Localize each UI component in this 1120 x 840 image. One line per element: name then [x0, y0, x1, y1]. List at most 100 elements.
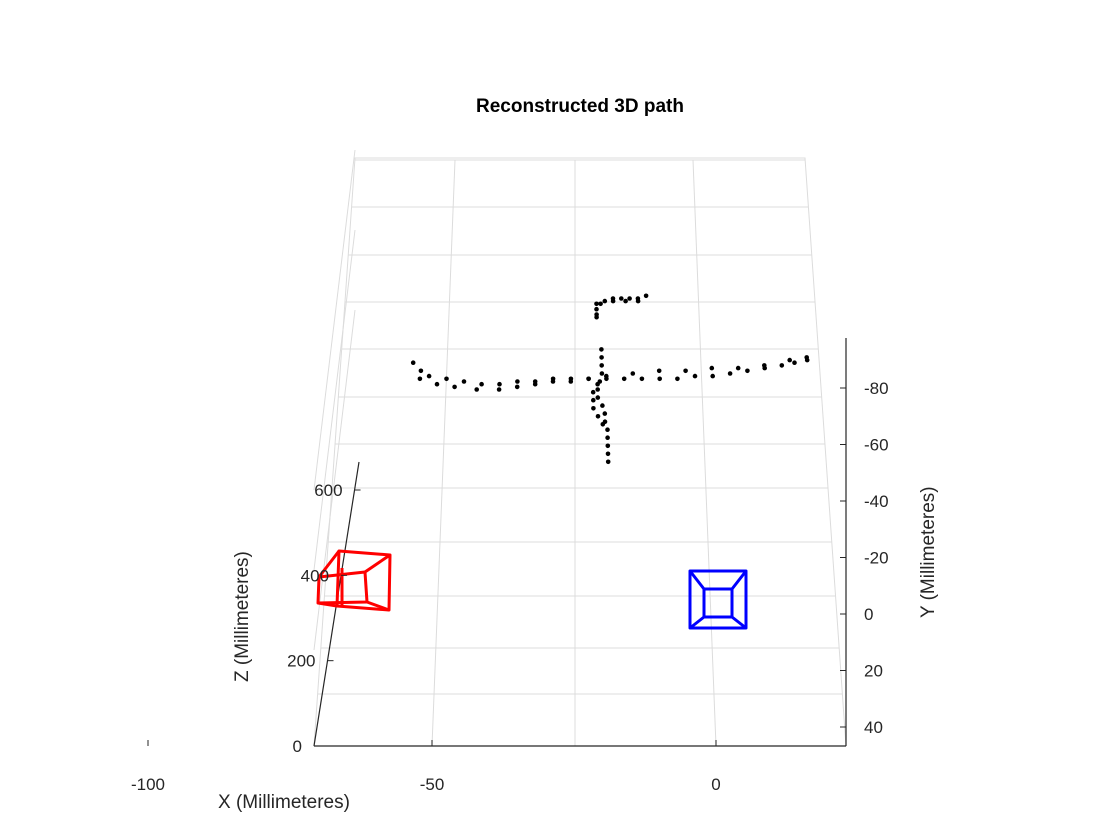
path-point — [787, 357, 792, 363]
z-tick-label: 400 — [301, 566, 329, 585]
y-tick-label: -20 — [864, 549, 889, 568]
path-point — [452, 384, 457, 390]
x-axis-label: X (Millimeteres) — [218, 792, 350, 813]
camera-edge — [731, 615, 747, 630]
path-point — [461, 379, 467, 384]
camera-red — [316, 549, 392, 612]
points-layer — [410, 293, 810, 465]
path-point — [735, 365, 741, 371]
path-point — [474, 387, 480, 392]
path-point — [595, 381, 600, 387]
path-point — [600, 422, 606, 427]
path-point — [594, 306, 599, 312]
path-point — [599, 347, 604, 352]
path-point — [590, 389, 596, 395]
path-point — [605, 427, 610, 433]
path-point — [639, 376, 645, 382]
path-point — [591, 397, 596, 403]
path-point — [444, 376, 449, 382]
path-point — [568, 379, 574, 384]
path-point — [621, 376, 627, 382]
z-tick-label: 0 — [293, 737, 302, 756]
path-point — [599, 371, 605, 376]
path-point — [514, 384, 520, 390]
grid-z-line — [313, 229, 356, 571]
path-point — [604, 373, 609, 379]
path-point — [792, 360, 797, 366]
grid-floor-outline — [313, 157, 847, 747]
path-point — [591, 406, 596, 411]
path-point — [605, 459, 611, 465]
grid-z-line — [313, 149, 356, 491]
grid-layer — [313, 149, 847, 747]
path-point — [643, 293, 649, 299]
path-point — [497, 381, 502, 387]
y-tick-label: 20 — [864, 662, 883, 681]
y-tick-label: -40 — [864, 492, 889, 511]
y-tick-label: -60 — [864, 436, 889, 455]
camera-edge — [317, 601, 338, 608]
path-point — [599, 355, 604, 360]
path-point — [656, 368, 662, 374]
camera-edge — [364, 553, 391, 574]
path-point — [434, 381, 440, 387]
path-point — [417, 376, 423, 382]
path-point — [692, 373, 698, 379]
x-tick-label: -100 — [131, 775, 165, 794]
z-tick-label: 200 — [287, 652, 315, 671]
y-axis-label: Y (Millimeteres) — [918, 486, 939, 618]
path-point — [675, 376, 680, 382]
cameras-layer — [316, 549, 748, 630]
camera-edge — [317, 550, 341, 578]
grid-z-line — [313, 309, 356, 651]
camera-inner-frame — [702, 587, 734, 619]
chart-title: Reconstructed 3D path — [476, 96, 684, 117]
path-point — [762, 363, 767, 368]
path-point — [710, 373, 715, 379]
path-point — [610, 298, 616, 304]
path-point — [804, 355, 809, 360]
path-point — [496, 387, 502, 392]
path-point — [605, 451, 611, 457]
path-point — [605, 443, 611, 449]
path-point — [594, 301, 599, 307]
path-point — [627, 296, 632, 301]
path-point — [623, 298, 628, 304]
path-point — [602, 298, 608, 304]
grid-col-line — [692, 159, 717, 747]
path-point — [605, 435, 610, 441]
path-point — [745, 368, 750, 374]
path-point — [657, 376, 662, 382]
path-point — [532, 381, 538, 387]
path-point — [599, 363, 604, 368]
path-point — [595, 414, 601, 419]
x-tick-label: 0 — [711, 775, 720, 794]
path-point — [410, 360, 416, 366]
path-point — [586, 376, 591, 382]
path-point — [602, 411, 608, 416]
y-tick-label: 40 — [864, 718, 883, 737]
path-point — [709, 365, 715, 371]
path-point — [779, 363, 785, 368]
z-axis-label: Z (Millimeteres) — [232, 551, 253, 682]
path-point — [594, 314, 599, 320]
path-point — [418, 368, 424, 374]
path-point — [619, 296, 624, 301]
path-point — [727, 371, 733, 376]
path-point — [550, 379, 556, 384]
path-point — [635, 298, 641, 304]
path-point — [595, 395, 601, 400]
camera-edge — [689, 615, 705, 630]
camera-edge — [730, 570, 748, 590]
y-tick-label: 0 — [864, 605, 873, 624]
camera-edge — [688, 570, 706, 590]
path-point — [479, 381, 484, 387]
path-point — [630, 371, 636, 376]
path-point — [598, 301, 603, 307]
path-point — [683, 368, 688, 374]
path-point — [600, 403, 605, 408]
camera-blue — [688, 569, 748, 630]
y-tick-label: -80 — [864, 379, 889, 398]
